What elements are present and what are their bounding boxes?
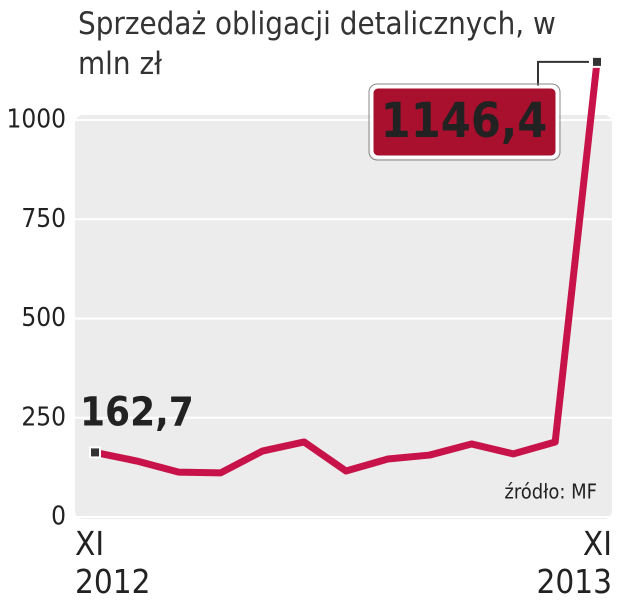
source: źródło: MF xyxy=(504,480,597,504)
chart-title: Sprzedaż obligacji detalicznych, w mln z… xyxy=(78,6,556,82)
label-box xyxy=(370,85,559,159)
value-label: 1146,4 xyxy=(381,93,548,149)
x-tick-label-line: 2012 xyxy=(75,562,151,601)
point-marker xyxy=(591,55,603,68)
connector xyxy=(537,60,589,90)
y-tick-label: 0 xyxy=(51,502,66,532)
y-tick-label: 500 xyxy=(21,303,66,333)
x-tick-label: XI 2013 xyxy=(536,524,612,601)
y-tick-label: 750 xyxy=(21,204,66,234)
x-tick-label: XI 2012 xyxy=(75,524,151,601)
line xyxy=(94,61,601,477)
y-tick-label: 1000 xyxy=(6,105,66,135)
label-box-outline xyxy=(368,83,561,161)
value-label: 162,7 xyxy=(80,389,194,435)
x-tick-label-line: 2013 xyxy=(536,562,612,601)
x-tick-label-line: XI xyxy=(75,524,104,563)
y-tick-label: 250 xyxy=(21,402,66,432)
x-tick-label-line: XI xyxy=(583,524,612,563)
point-marker xyxy=(89,446,101,459)
plot-area xyxy=(75,115,612,519)
